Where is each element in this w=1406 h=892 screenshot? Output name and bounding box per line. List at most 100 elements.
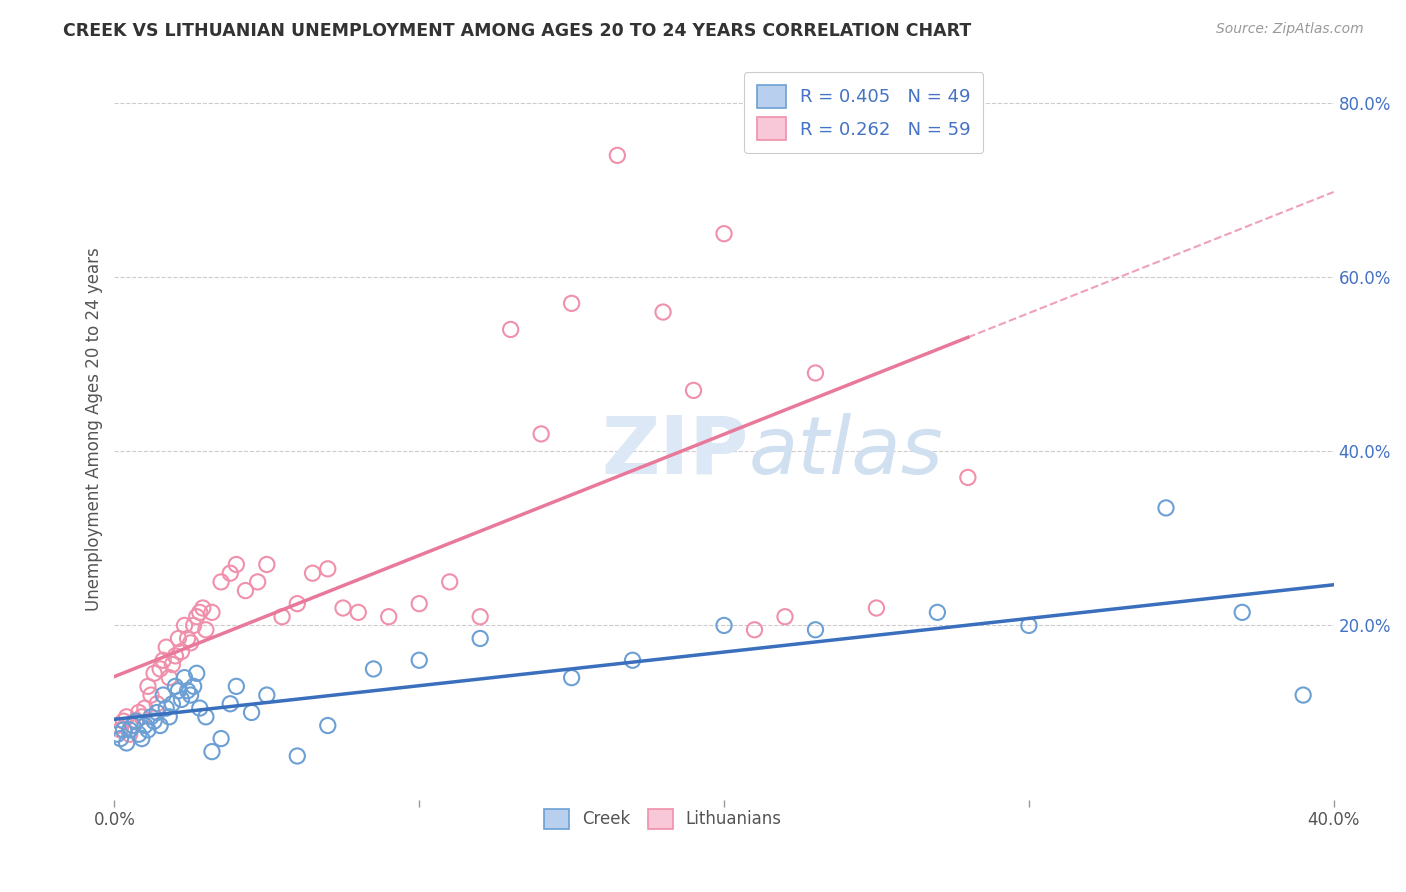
Point: [316, 562, 339, 576]
Point: [115, 710, 138, 724]
Point: [173, 671, 195, 685]
Text: Source: ZipAtlas.com: Source: ZipAtlas.com: [1216, 22, 1364, 37]
Point: [118, 727, 141, 741]
Point: [183, 618, 205, 632]
Point: [115, 736, 138, 750]
Point: [470, 632, 492, 646]
Point: [173, 618, 195, 632]
Point: [1154, 500, 1177, 515]
Point: [225, 679, 247, 693]
Text: atlas: atlas: [748, 413, 943, 491]
Point: [170, 692, 193, 706]
Point: [194, 623, 217, 637]
Point: [201, 606, 224, 620]
Point: [157, 671, 180, 685]
Point: [713, 227, 735, 241]
Point: [139, 688, 162, 702]
Point: [804, 623, 827, 637]
Point: [773, 609, 796, 624]
Point: [377, 609, 399, 624]
Point: [136, 723, 159, 737]
Point: [188, 606, 211, 620]
Point: [125, 714, 148, 728]
Point: [180, 688, 202, 702]
Point: [1230, 606, 1253, 620]
Point: [347, 606, 370, 620]
Point: [121, 718, 143, 732]
Point: [606, 148, 628, 162]
Point: [110, 731, 132, 746]
Point: [713, 618, 735, 632]
Point: [121, 718, 143, 732]
Point: [131, 731, 153, 746]
Point: [301, 566, 323, 581]
Point: [927, 606, 949, 620]
Point: [408, 653, 430, 667]
Point: [1292, 688, 1315, 702]
Point: [143, 666, 166, 681]
Point: [180, 636, 202, 650]
Point: [561, 296, 583, 310]
Point: [865, 601, 887, 615]
Point: [201, 745, 224, 759]
Point: [146, 697, 169, 711]
Point: [165, 648, 187, 663]
Y-axis label: Unemployment Among Ages 20 to 24 years: Unemployment Among Ages 20 to 24 years: [86, 248, 103, 611]
Point: [332, 601, 354, 615]
Point: [128, 706, 150, 720]
Point: [176, 683, 198, 698]
Point: [219, 697, 242, 711]
Point: [194, 710, 217, 724]
Point: [136, 679, 159, 693]
Point: [285, 597, 308, 611]
Point: [285, 749, 308, 764]
Point: [240, 706, 263, 720]
Point: [271, 609, 294, 624]
Point: [149, 662, 172, 676]
Point: [956, 470, 979, 484]
Point: [143, 714, 166, 728]
Point: [131, 710, 153, 724]
Point: [155, 701, 177, 715]
Point: [316, 718, 339, 732]
Point: [157, 710, 180, 724]
Point: [470, 609, 492, 624]
Point: [246, 574, 269, 589]
Point: [167, 632, 190, 646]
Point: [209, 574, 232, 589]
Point: [134, 718, 156, 732]
Point: [530, 426, 553, 441]
Point: [225, 558, 247, 572]
Point: [112, 714, 135, 728]
Point: [125, 714, 148, 728]
Point: [155, 640, 177, 655]
Point: [162, 657, 184, 672]
Point: [191, 601, 214, 615]
Point: [363, 662, 385, 676]
Point: [110, 723, 132, 737]
Point: [186, 666, 208, 681]
Point: [128, 727, 150, 741]
Point: [149, 718, 172, 732]
Point: [1018, 618, 1040, 632]
Point: [146, 706, 169, 720]
Point: [621, 653, 644, 667]
Point: [170, 644, 193, 658]
Text: ZIP: ZIP: [602, 413, 748, 491]
Point: [107, 727, 129, 741]
Point: [112, 723, 135, 737]
Point: [188, 701, 211, 715]
Point: [209, 731, 232, 746]
Point: [139, 710, 162, 724]
Point: [256, 688, 278, 702]
Point: [256, 558, 278, 572]
Point: [682, 384, 704, 398]
Point: [652, 305, 675, 319]
Point: [118, 723, 141, 737]
Point: [804, 366, 827, 380]
Point: [176, 632, 198, 646]
Point: [167, 683, 190, 698]
Point: [152, 688, 174, 702]
Legend: Creek, Lithuanians: Creek, Lithuanians: [537, 802, 789, 836]
Text: CREEK VS LITHUANIAN UNEMPLOYMENT AMONG AGES 20 TO 24 YEARS CORRELATION CHART: CREEK VS LITHUANIAN UNEMPLOYMENT AMONG A…: [63, 22, 972, 40]
